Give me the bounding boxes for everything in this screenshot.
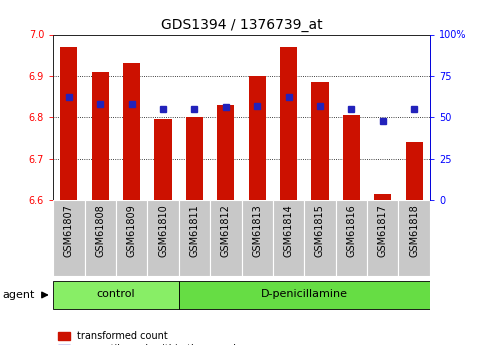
Bar <box>123 63 140 200</box>
Bar <box>179 281 430 309</box>
Bar <box>336 200 367 276</box>
Text: GSM61814: GSM61814 <box>284 204 294 257</box>
Bar <box>242 200 273 276</box>
Text: GSM61813: GSM61813 <box>252 204 262 257</box>
Bar <box>92 72 109 200</box>
Bar <box>374 194 391 200</box>
Text: GSM61817: GSM61817 <box>378 204 388 257</box>
Bar <box>60 47 77 200</box>
Bar <box>147 200 179 276</box>
Text: control: control <box>97 289 135 299</box>
Bar <box>116 200 147 276</box>
Text: GSM61809: GSM61809 <box>127 204 137 257</box>
Bar <box>210 200 242 276</box>
Bar <box>179 200 210 276</box>
Bar <box>406 142 423 200</box>
Text: GSM61808: GSM61808 <box>95 204 105 257</box>
Bar <box>85 200 116 276</box>
Bar <box>280 47 297 200</box>
Title: GDS1394 / 1376739_at: GDS1394 / 1376739_at <box>161 18 322 32</box>
Bar <box>398 200 430 276</box>
Text: GSM61807: GSM61807 <box>64 204 74 257</box>
Text: D-penicillamine: D-penicillamine <box>261 289 348 299</box>
Legend: transformed count, percentile rank within the sample: transformed count, percentile rank withi… <box>58 331 242 345</box>
Text: GSM61815: GSM61815 <box>315 204 325 257</box>
Bar <box>312 82 328 200</box>
Text: GSM61816: GSM61816 <box>346 204 356 257</box>
Text: GSM61812: GSM61812 <box>221 204 231 257</box>
Bar <box>53 200 85 276</box>
Bar <box>304 200 336 276</box>
Bar <box>186 117 203 200</box>
Text: agent: agent <box>2 290 35 300</box>
Text: GSM61810: GSM61810 <box>158 204 168 257</box>
Bar <box>217 105 234 200</box>
Bar <box>249 76 266 200</box>
Bar <box>155 119 171 200</box>
Bar <box>367 200 398 276</box>
Bar <box>343 115 360 200</box>
Bar <box>273 200 304 276</box>
Text: GSM61811: GSM61811 <box>189 204 199 257</box>
Text: GSM61818: GSM61818 <box>409 204 419 257</box>
Bar <box>53 281 179 309</box>
